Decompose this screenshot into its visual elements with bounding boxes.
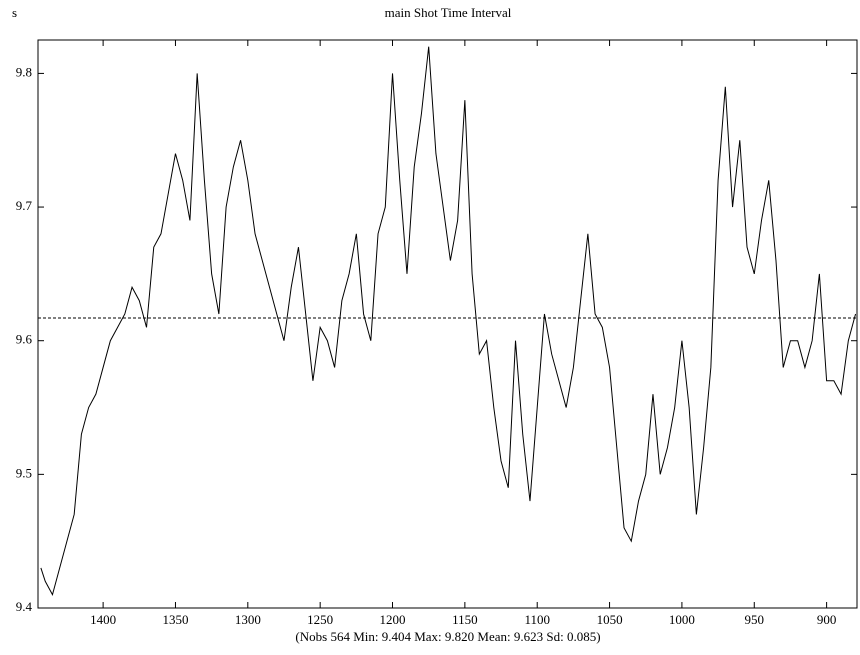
x-tick-label: 1050 [597,612,623,627]
x-tick-label: 1350 [162,612,188,627]
y-tick-label: 9.7 [16,198,33,213]
x-tick-label: 1100 [524,612,550,627]
y-axis-label: s [12,5,17,20]
y-tick-label: 9.6 [16,332,33,347]
plot-frame [37,39,858,609]
footer-stats: (Nobs 564 Min: 9.404 Max: 9.820 Mean: 9.… [295,629,600,644]
x-tick-label: 950 [745,612,765,627]
x-tick-label: 1150 [452,612,478,627]
x-tick-label: 1250 [307,612,333,627]
chart-title: main Shot Time Interval [385,5,512,20]
y-tick-label: 9.5 [16,465,32,480]
data-line [40,46,857,596]
x-tick-label: 1200 [380,612,406,627]
y-tick-label: 9.4 [16,599,33,614]
x-tick-label: 1400 [90,612,116,627]
x-tick-label: 900 [817,612,837,627]
x-tick-label: 1300 [235,612,261,627]
x-tick-label: 1000 [669,612,695,627]
y-tick-label: 9.8 [16,64,32,79]
